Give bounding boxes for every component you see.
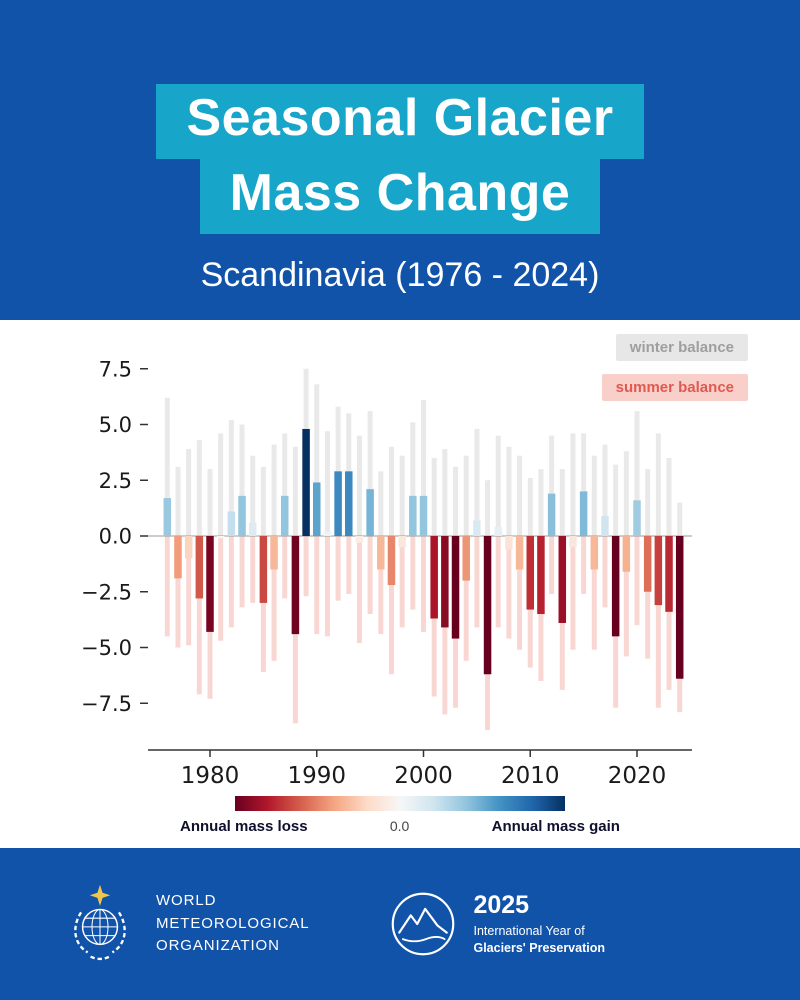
svg-text:−7.5: −7.5: [81, 692, 132, 716]
glaciers-2025-logo-icon: [392, 892, 455, 956]
wmo-name-line3: ORGANIZATION: [156, 937, 280, 955]
iygp-line2: Glaciers' Preservation: [473, 941, 605, 955]
poster-title-line1: Seasonal Glacier: [156, 84, 644, 160]
svg-text:2020: 2020: [608, 763, 667, 788]
summer-bars-group: [164, 536, 683, 731]
colorbar-gradient: [235, 796, 565, 811]
colorbar-loss-label: Annual mass loss: [180, 818, 308, 835]
legend-summer-balance: summer balance: [601, 374, 748, 401]
svg-text:5.0: 5.0: [99, 413, 132, 437]
wmo-name-line2: METEOROLOGICAL: [156, 914, 310, 932]
svg-text:1990: 1990: [287, 763, 346, 788]
axes-group: 1980 1990 2000 2010 2020 7.5 5.0 2.5 0.0 −2.5 −5.0…: [81, 357, 692, 788]
poster-title-line2: Mass Change: [199, 159, 601, 235]
header: Seasonal Glacier Mass Change Scandinavia…: [0, 0, 800, 320]
iygp-line1: International Year of: [473, 924, 585, 939]
svg-text:−5.0: −5.0: [81, 636, 132, 660]
colorbar-labels: Annual mass loss 0.0 Annual mass gain: [180, 818, 620, 835]
svg-text:7.5: 7.5: [99, 357, 132, 381]
wmo-name: WORLD METEOROLOGICAL ORGANIZATION: [156, 890, 309, 958]
wmo-name-line1: WORLD: [156, 892, 217, 910]
iygp-year: 2025: [473, 891, 530, 920]
legend-winter-balance: winter balance: [615, 334, 748, 361]
svg-text:2.5: 2.5: [99, 469, 132, 493]
svg-text:2010: 2010: [501, 763, 560, 788]
poster-subtitle: Scandinavia (1976 - 2024): [200, 256, 600, 295]
colorbar-zero-label: 0.0: [389, 818, 410, 834]
iygp-block: 2025 International Year of Glaciers' Pre…: [387, 888, 605, 960]
colorbar: Annual mass loss 0.0 Annual mass gain: [0, 796, 800, 835]
poster-title: Seasonal Glacier Mass Change: [0, 0, 800, 235]
svg-text:0.0: 0.0: [99, 525, 132, 549]
iygp-text: 2025 International Year of Glaciers' Pre…: [473, 891, 605, 957]
chart-legend: winter balance summer balance: [601, 334, 748, 401]
svg-text:1980: 1980: [181, 763, 240, 788]
annual-bars-group: [163, 428, 684, 679]
svg-text:2000: 2000: [394, 763, 453, 788]
footer: WORLD METEOROLOGICAL ORGANIZATION 2025 I…: [0, 848, 800, 1000]
chart-section: winter balance summer balance 1980 1990 20…: [0, 320, 800, 848]
svg-text:−2.5: −2.5: [81, 580, 132, 604]
glacier-mass-change-chart: 1980 1990 2000 2010 2020 7.5 5.0 2.5 0.0 −2.5 −5.0…: [81, 357, 692, 788]
colorbar-gain-label: Annual mass gain: [491, 818, 620, 835]
wmo-logo-icon: [74, 884, 126, 961]
